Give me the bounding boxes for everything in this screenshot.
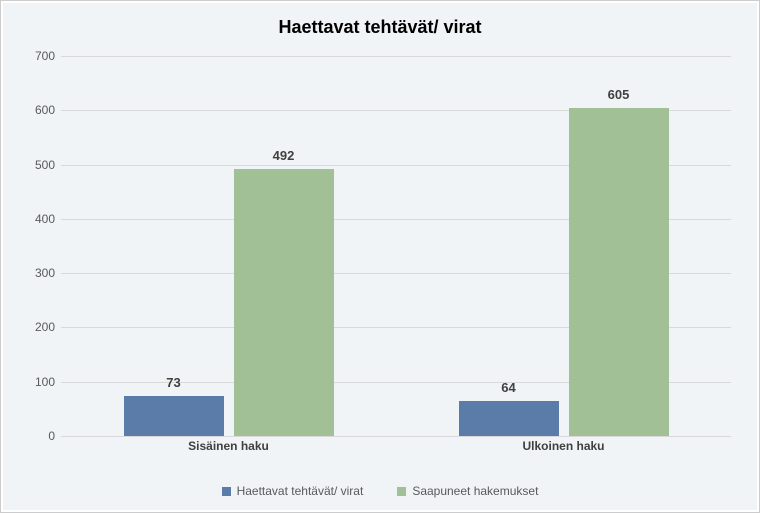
y-tick-label: 200 [21, 320, 55, 334]
y-tick-label: 700 [21, 49, 55, 63]
legend-label: Haettavat tehtävät/ virat [237, 484, 364, 498]
bar [569, 108, 669, 436]
data-label: 64 [501, 380, 515, 395]
data-label: 492 [273, 148, 295, 163]
y-tick-label: 500 [21, 158, 55, 172]
y-tick-label: 100 [21, 375, 55, 389]
gridline [61, 436, 731, 437]
data-label: 605 [608, 87, 630, 102]
legend-label: Saapuneet hakemukset [412, 484, 538, 498]
y-tick-label: 600 [21, 103, 55, 117]
bar [459, 401, 559, 436]
chart-container: Haettavat tehtävät/ virat 0 100 200 300 400 5… [0, 0, 760, 513]
data-label: 73 [166, 375, 180, 390]
legend-item: Haettavat tehtävät/ virat [222, 484, 364, 498]
bar [124, 396, 224, 436]
x-tick-label: Sisäinen haku [129, 439, 329, 453]
legend: Haettavat tehtävät/ virat Saapuneet hakem… [1, 484, 759, 498]
bar [234, 169, 334, 436]
x-tick-label: Ulkoinen haku [464, 439, 664, 453]
y-tick-label: 300 [21, 266, 55, 280]
chart-title: Haettavat tehtävät/ virat [1, 17, 759, 38]
y-tick-label: 400 [21, 212, 55, 226]
legend-item: Saapuneet hakemukset [397, 484, 538, 498]
legend-swatch [397, 487, 406, 496]
gridline [61, 56, 731, 57]
y-tick-label: 0 [21, 429, 55, 443]
plot-area: 01002003004005006007007349264605 [61, 56, 731, 436]
legend-swatch [222, 487, 231, 496]
